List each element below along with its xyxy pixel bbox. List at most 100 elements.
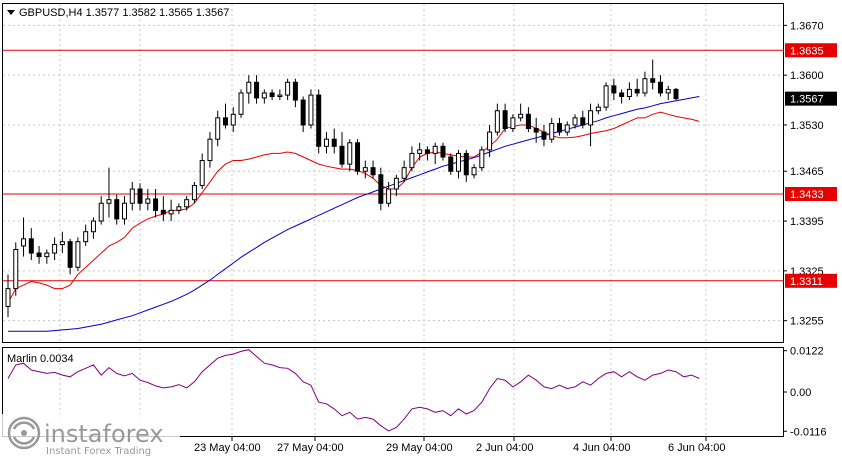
candle-body: [518, 113, 524, 119]
candle-body: [153, 198, 159, 211]
candle-body: [463, 152, 469, 176]
level-tag: [785, 43, 837, 58]
candle-body: [323, 138, 329, 147]
candle-body: [238, 92, 244, 115]
oscillator-axis: 0.0122 0.00 -0.0116: [783, 346, 827, 438]
level-tag: [785, 186, 837, 201]
candle-body: [595, 106, 601, 112]
candle-body: [44, 252, 50, 258]
grid-lines: [3, 4, 783, 436]
candle-body: [5, 288, 11, 307]
candle-body: [13, 248, 19, 290]
last-price-tag: [785, 91, 837, 106]
y-tick-label: 1.3530: [790, 120, 824, 132]
candle-body: [487, 131, 493, 151]
candle-body: [564, 124, 570, 133]
candle-body: [440, 145, 446, 158]
candle-body: [355, 142, 361, 172]
candle-body: [479, 149, 485, 169]
x-tick-label: 6 Jun 04:00: [668, 442, 726, 454]
candle-body: [331, 138, 337, 147]
candle-body: [21, 238, 27, 247]
candle-body: [114, 199, 120, 220]
candle-body: [222, 117, 228, 126]
ma-fast-line: [7, 111, 700, 304]
candle-body: [642, 78, 648, 94]
candle-body: [52, 244, 58, 254]
candle-body: [619, 92, 625, 98]
candle-body: [168, 209, 174, 215]
candle-body: [277, 94, 283, 98]
marlin-oscillator: [7, 349, 700, 432]
x-tick-label: 4 Jun 04:00: [573, 442, 631, 454]
candle-body: [176, 206, 182, 211]
last-price-label: 1.3567: [790, 94, 824, 106]
osc-tick-label: 0.00: [790, 387, 811, 399]
level-tag-label: 1.3311: [790, 276, 823, 288]
candle-body: [83, 231, 89, 243]
candle-body: [549, 123, 555, 140]
candle-body: [665, 88, 671, 94]
candle-body: [502, 110, 508, 130]
candle-body: [378, 174, 384, 204]
candle-body: [347, 142, 353, 165]
y-tick-label: 1.3395: [790, 216, 824, 228]
candle-body: [254, 81, 260, 99]
indicator-label: Marlin 0.0034: [7, 353, 74, 365]
level-tag-label: 1.3635: [790, 45, 824, 57]
candle-body: [541, 131, 547, 140]
candle-body: [580, 117, 586, 126]
candle-body: [657, 81, 663, 94]
candle-body: [533, 128, 539, 133]
candle-body: [261, 92, 267, 99]
candle-body: [471, 167, 477, 176]
logo-circle-icon: [7, 416, 41, 450]
candle-body: [432, 145, 438, 154]
candle-body: [199, 160, 205, 186]
time-axis: 23 May 04:00 27 May 04:00 29 May 04:00 2 Ju…: [194, 436, 726, 454]
dropdown-triangle-icon[interactable]: [7, 10, 15, 15]
x-tick-label: 2 Jun 04:00: [476, 442, 534, 454]
candle-body: [285, 81, 291, 96]
marlin-line: [7, 349, 700, 432]
candle-body: [417, 149, 423, 154]
candle-body: [75, 241, 81, 268]
candle-body: [28, 238, 34, 254]
level-tag: [785, 273, 837, 288]
candle-body: [572, 117, 578, 126]
price-tags: 1.3635 1.3433 1.3311 1.3567: [785, 43, 837, 288]
candle-body: [230, 113, 236, 126]
y-tick-label: 1.3465: [790, 166, 824, 178]
candle-body: [122, 202, 128, 220]
candle-body: [90, 220, 96, 233]
symbol-header: GBPUSD,H4 1.3577 1.3582 1.3565 1.3567: [19, 7, 229, 19]
candle-body: [191, 184, 197, 201]
candle-body: [673, 88, 679, 100]
level-tag-label: 1.3433: [790, 189, 824, 201]
candle-body: [207, 138, 213, 162]
x-tick-label: 29 May 04:00: [386, 442, 453, 454]
candle-body: [137, 188, 143, 204]
candle-body: [59, 241, 65, 246]
candle-body: [316, 94, 322, 147]
candle-body: [409, 152, 415, 169]
candle-body: [634, 88, 640, 94]
candlesticks: [5, 59, 679, 318]
candle-body: [556, 123, 562, 133]
candle-body: [456, 152, 462, 172]
osc-tick-label: -0.0116: [790, 426, 827, 438]
candle-body: [603, 85, 609, 108]
candle-body: [339, 145, 345, 165]
candle-body: [308, 94, 314, 126]
candle-body: [494, 110, 500, 133]
y-tick-label: 1.3600: [790, 70, 824, 82]
candle-body: [215, 117, 221, 140]
candle-body: [145, 198, 151, 204]
osc-tick-label: 0.0122: [790, 346, 824, 358]
candle-body: [36, 252, 42, 258]
candle-body: [424, 149, 430, 154]
candle-body: [160, 209, 166, 215]
candle-body: [67, 241, 73, 268]
candle-body: [448, 156, 454, 172]
